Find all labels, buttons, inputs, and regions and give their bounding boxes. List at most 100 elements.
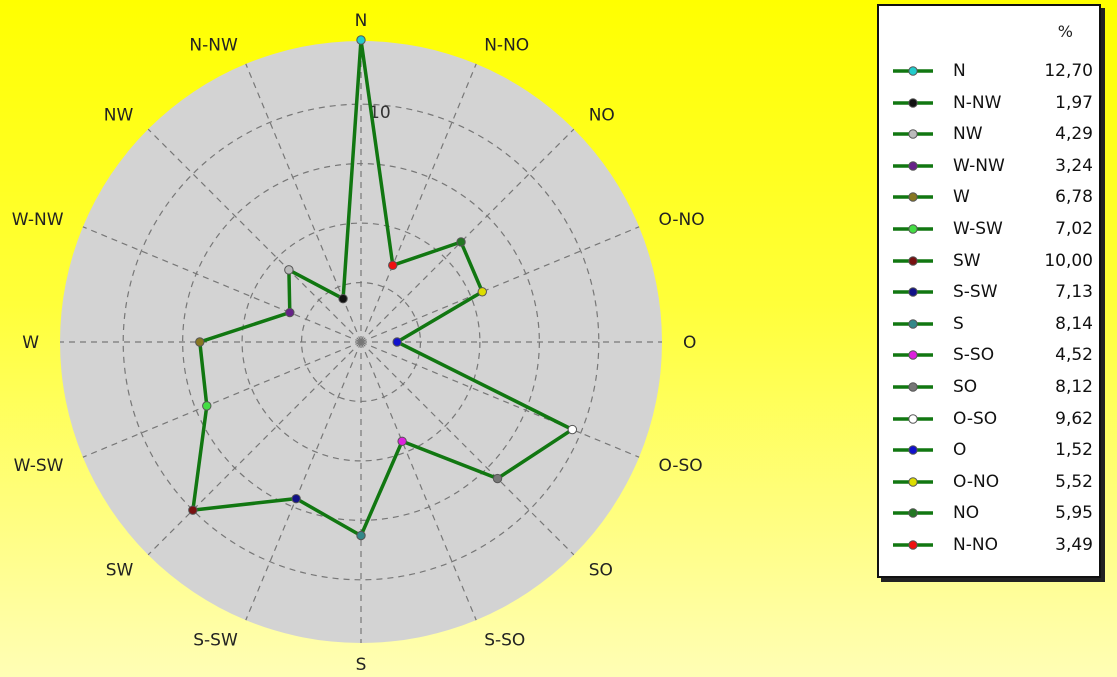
direction-label: NO (589, 105, 615, 125)
data-point (202, 401, 212, 411)
legend-label: N (953, 61, 966, 81)
legend-swatch (893, 319, 933, 329)
legend-value: 4,29 (1055, 124, 1093, 145)
legend-item: N-NW 1,97 (879, 88, 1099, 120)
legend-item: W-SW 7,02 (879, 214, 1099, 246)
legend-swatch (893, 161, 933, 171)
legend-item: O-SO 9,62 (879, 404, 1099, 436)
data-point (492, 473, 503, 484)
legend-item: SO 8,12 (879, 372, 1099, 404)
legend-swatch (893, 192, 933, 203)
direction-label: NW (104, 105, 134, 125)
legend-item: W 6,78 (879, 182, 1099, 214)
data-point (388, 260, 398, 271)
legend-value: 1,97 (1055, 92, 1093, 113)
legend-swatch (893, 382, 933, 392)
direction-label: W (22, 333, 39, 353)
legend-item: O 1,52 (879, 435, 1099, 467)
legend-header: % (1057, 22, 1073, 41)
legend-value: 6,78 (1055, 187, 1093, 208)
direction-label: S (356, 655, 367, 675)
direction-label: W-SW (14, 456, 64, 476)
legend-swatch (893, 66, 933, 76)
data-point (456, 237, 466, 247)
data-point (285, 307, 295, 318)
legend-label: W (953, 187, 970, 208)
legend-value: 3,49 (1055, 534, 1093, 555)
legend-item: S-SW 7,13 (879, 277, 1099, 309)
legend-value: 10,00 (1044, 250, 1093, 271)
ring-label: 10 (369, 103, 391, 123)
data-point (397, 436, 407, 447)
legend-value: 1,52 (1055, 440, 1093, 461)
direction-label: SW (106, 561, 134, 581)
data-point (477, 287, 487, 297)
legend-item: S-SO 4,52 (879, 340, 1099, 372)
legend-value: 7,13 (1055, 282, 1093, 303)
legend-item: N 12,70 (879, 56, 1099, 88)
direction-label: O-SO (658, 456, 702, 476)
legend-value: 3,24 (1055, 155, 1093, 176)
data-point (356, 35, 366, 45)
data-point (195, 337, 205, 347)
legend-label: O (953, 440, 967, 461)
grid-ring (122, 103, 600, 581)
legend-label: O-NO (953, 471, 1000, 492)
legend-item: SW 10,00 (879, 246, 1099, 278)
series (188, 35, 578, 541)
legend-value: 5,95 (1055, 503, 1093, 524)
legend-swatch (893, 540, 933, 550)
legend-swatch (893, 255, 933, 266)
legend-label: N-NW (953, 92, 1002, 113)
direction-labels: N N-NO NO O-NO O O-SO SO S-SO S S-SW SW W-SW W W-NW NW… (12, 11, 705, 675)
legend-label: O-SO (953, 408, 998, 429)
legend-swatch (893, 97, 933, 108)
legend-item: S 8,14 (879, 309, 1099, 341)
legend-swatch (893, 224, 933, 234)
legend-value: 4,52 (1055, 345, 1093, 366)
legend-label: W-SW (953, 218, 1003, 239)
legend: % N 12,70 N-NW 1,97 NW 4,29 W-NW 3,24 W 6,78 W-SW 7… (877, 4, 1101, 578)
legend-label: S (953, 313, 964, 334)
data-point (356, 530, 366, 541)
legend-value: 7,02 (1055, 218, 1093, 239)
data-point (188, 505, 198, 515)
direction-label: O-NO (658, 210, 704, 230)
data-point (567, 424, 578, 435)
legend-swatch (893, 129, 933, 139)
legend-label: W-NW (953, 155, 1005, 176)
legend-swatch (893, 477, 933, 487)
direction-label: N (355, 11, 368, 31)
legend-item: W-NW 3,24 (879, 151, 1099, 183)
data-point (338, 294, 348, 304)
legend-swatch (893, 287, 933, 297)
legend-swatch (893, 445, 933, 455)
legend-value: 12,70 (1044, 61, 1093, 81)
data-point (392, 337, 402, 347)
direction-label: O (683, 333, 696, 353)
legend-label: NO (953, 503, 980, 524)
legend-value: 9,62 (1055, 408, 1093, 429)
grid: 10 (60, 41, 662, 643)
direction-label: S-SW (193, 630, 238, 650)
legend-label: S-SO (953, 345, 995, 366)
data-point (284, 265, 294, 275)
legend-label: SO (953, 376, 978, 397)
legend-label: SW (953, 250, 981, 271)
legend-swatch (893, 508, 933, 519)
legend-value: 8,14 (1055, 313, 1093, 334)
legend-label: NW (953, 124, 983, 145)
legend-value: 5,52 (1055, 471, 1093, 492)
legend-swatch (893, 413, 933, 424)
legend-label: N-NO (953, 534, 998, 555)
direction-label: N-NO (484, 36, 529, 56)
legend-label: S-SW (953, 282, 998, 303)
data-point (291, 493, 301, 504)
legend-item: NO 5,95 (879, 498, 1099, 530)
legend-value: 8,12 (1055, 376, 1093, 397)
direction-label: S-SO (484, 630, 525, 650)
legend-item: N-NO 3,49 (879, 530, 1099, 562)
direction-label: N-NW (189, 36, 238, 56)
legend-item: O-NO 5,52 (879, 467, 1099, 499)
